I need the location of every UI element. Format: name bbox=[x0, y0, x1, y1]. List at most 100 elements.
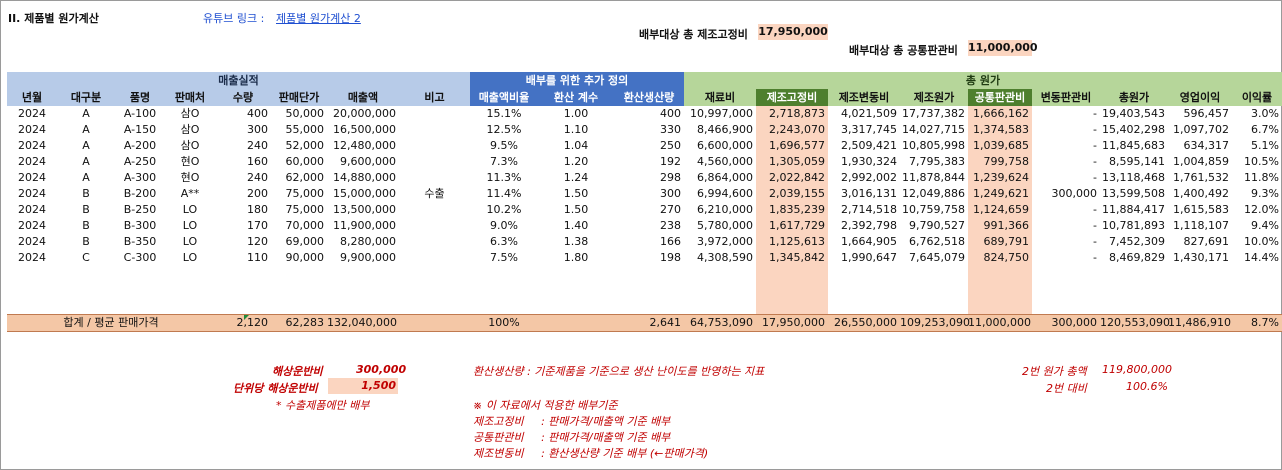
cell-variable-sga[interactable]: - bbox=[1093, 139, 1097, 152]
cell-mfg-variable[interactable]: 3,317,745 bbox=[841, 123, 897, 136]
cell-material[interactable]: 8,466,900 bbox=[697, 123, 753, 136]
cell-total-cost[interactable]: 7,452,309 bbox=[1109, 235, 1165, 248]
cell-margin[interactable]: 12.0% bbox=[1244, 203, 1279, 216]
cell-operating-profit[interactable]: 634,317 bbox=[1183, 139, 1230, 152]
cell-common-sga[interactable]: 1,374,583 bbox=[973, 123, 1029, 136]
cell-unit-price[interactable]: 75,000 bbox=[285, 187, 325, 200]
cell-seller[interactable]: 현O bbox=[180, 155, 200, 168]
col-header-mfg-fixed[interactable]: 제조고정비 bbox=[756, 89, 828, 106]
cell-margin[interactable]: 10.5% bbox=[1244, 155, 1279, 168]
cell-category[interactable]: B bbox=[82, 219, 90, 232]
cell-unit-price[interactable]: 90,000 bbox=[285, 251, 325, 264]
cell-note[interactable] bbox=[399, 106, 470, 121]
cell-conv-factor[interactable]: 1.38 bbox=[563, 235, 589, 248]
cell-mfg-fixed[interactable]: 2,718,873 bbox=[769, 107, 825, 120]
cell-mfg-cost[interactable]: 17,737,382 bbox=[902, 107, 965, 120]
cell-total-cost[interactable]: 15,402,298 bbox=[1102, 123, 1165, 136]
cell-mfg-variable[interactable]: 2,992,002 bbox=[841, 171, 897, 184]
cell-material[interactable]: 4,308,590 bbox=[697, 251, 753, 264]
cell-ym[interactable]: 2024 bbox=[18, 139, 46, 152]
cell-mfg-fixed[interactable]: 2,243,070 bbox=[769, 123, 825, 136]
cell-qty[interactable]: 180 bbox=[247, 203, 268, 216]
cell-common-sga[interactable]: 1,249,621 bbox=[973, 187, 1029, 200]
cell-conv-output[interactable]: 300 bbox=[660, 187, 681, 200]
cell-category[interactable]: C bbox=[82, 251, 90, 264]
cell-total-cost[interactable]: 8,469,829 bbox=[1109, 251, 1165, 264]
col-header-operating-profit[interactable]: 영업이익 bbox=[1168, 89, 1232, 106]
cell-common-sga[interactable]: 824,750 bbox=[983, 251, 1030, 264]
total-sales[interactable]: 132,040,000 bbox=[327, 316, 397, 329]
col-header-margin[interactable]: 이익률 bbox=[1232, 89, 1282, 106]
cell-operating-profit[interactable]: 827,691 bbox=[1183, 235, 1230, 248]
cell-conv-factor[interactable]: 1.20 bbox=[563, 155, 589, 168]
cell-note[interactable] bbox=[399, 202, 470, 217]
col-header-mfg-cost[interactable]: 제조원가 bbox=[900, 89, 968, 106]
cell-qty[interactable]: 240 bbox=[247, 171, 268, 184]
cell-item[interactable]: B-250 bbox=[123, 203, 157, 216]
cell-common-sga[interactable]: 1,666,162 bbox=[973, 107, 1029, 120]
cell-sales-ratio[interactable]: 11.3% bbox=[486, 171, 522, 184]
cell-mfg-fixed[interactable]: 1,696,577 bbox=[769, 139, 825, 152]
cell-conv-output[interactable]: 192 bbox=[660, 155, 681, 168]
cell-mfg-fixed[interactable]: 2,039,155 bbox=[769, 187, 825, 200]
cell-conv-output[interactable]: 270 bbox=[660, 203, 681, 216]
total-variable-sga[interactable]: 300,000 bbox=[1051, 316, 1098, 329]
cell-variable-sga[interactable]: - bbox=[1093, 107, 1097, 120]
cell-sales[interactable]: 16,500,000 bbox=[333, 123, 396, 136]
cell-sales[interactable]: 8,280,000 bbox=[340, 235, 396, 248]
cell-sales-ratio[interactable]: 6.3% bbox=[490, 235, 518, 248]
cell-conv-output[interactable]: 298 bbox=[660, 171, 681, 184]
cell-material[interactable]: 6,600,000 bbox=[697, 139, 753, 152]
cell-item[interactable]: A-100 bbox=[123, 107, 157, 120]
cell-item[interactable]: A-200 bbox=[123, 139, 157, 152]
cell-mfg-cost[interactable]: 7,645,079 bbox=[909, 251, 965, 264]
cell-variable-sga[interactable]: - bbox=[1093, 203, 1097, 216]
cell-conv-output[interactable]: 250 bbox=[660, 139, 681, 152]
cell-conv-factor[interactable]: 1.40 bbox=[563, 219, 589, 232]
total-mfg-cost[interactable]: 109,253,090 bbox=[900, 316, 970, 329]
cell-mfg-fixed[interactable]: 1,835,239 bbox=[769, 203, 825, 216]
cell-total-cost[interactable]: 11,884,417 bbox=[1102, 203, 1165, 216]
cell-note[interactable] bbox=[399, 218, 470, 233]
col-header-sales-ratio[interactable]: 매출액비율 bbox=[470, 89, 538, 106]
cell-total-cost[interactable]: 13,599,508 bbox=[1102, 187, 1165, 200]
cell-variable-sga[interactable]: - bbox=[1093, 219, 1097, 232]
cell-common-sga[interactable]: 1,239,624 bbox=[973, 171, 1029, 184]
cell-category[interactable]: A bbox=[82, 171, 90, 184]
cell-seller[interactable]: 삼O bbox=[180, 123, 200, 136]
cell-margin[interactable]: 11.8% bbox=[1244, 171, 1279, 184]
cell-material[interactable]: 6,210,000 bbox=[697, 203, 753, 216]
cell-conv-factor[interactable]: 1.50 bbox=[563, 203, 589, 216]
cell-qty[interactable]: 400 bbox=[247, 107, 268, 120]
cell-seller[interactable]: 삼O bbox=[180, 107, 200, 120]
cell-unit-price[interactable]: 75,000 bbox=[285, 203, 325, 216]
cell-sales-ratio[interactable]: 15.1% bbox=[486, 107, 522, 120]
cell-operating-profit[interactable]: 1,400,492 bbox=[1173, 187, 1229, 200]
cell-sales-ratio[interactable]: 7.5% bbox=[490, 251, 518, 264]
col-header-common-sga[interactable]: 공통판관비 bbox=[968, 89, 1032, 106]
cell-variable-sga[interactable]: - bbox=[1093, 171, 1097, 184]
cell-conv-output[interactable]: 330 bbox=[660, 123, 681, 136]
cell-operating-profit[interactable]: 1,118,107 bbox=[1173, 219, 1229, 232]
cell-item[interactable]: A-300 bbox=[123, 171, 157, 184]
cell-margin[interactable]: 9.4% bbox=[1251, 219, 1279, 232]
cell-material[interactable]: 3,972,000 bbox=[697, 235, 753, 248]
cell-mfg-cost[interactable]: 10,759,758 bbox=[902, 203, 965, 216]
cell-variable-sga[interactable]: - bbox=[1093, 251, 1097, 264]
cell-category[interactable]: A bbox=[82, 123, 90, 136]
cell-margin[interactable]: 9.3% bbox=[1251, 187, 1279, 200]
total-mfg-fixed[interactable]: 17,950,000 bbox=[762, 316, 825, 329]
cell-qty[interactable]: 240 bbox=[247, 139, 268, 152]
cell-note[interactable] bbox=[399, 138, 470, 153]
col-header-qty[interactable]: 수량 bbox=[215, 89, 271, 106]
col-header-ym[interactable]: 년월 bbox=[7, 89, 57, 106]
cell-total-cost[interactable]: 8,595,141 bbox=[1109, 155, 1165, 168]
cell-mfg-cost[interactable]: 7,795,383 bbox=[909, 155, 965, 168]
cell-total-cost[interactable]: 10,781,893 bbox=[1102, 219, 1165, 232]
cell-unit-price[interactable]: 55,000 bbox=[285, 123, 325, 136]
cell-item[interactable]: A-150 bbox=[123, 123, 157, 136]
cell-conv-factor[interactable]: 1.50 bbox=[563, 187, 589, 200]
cell-note[interactable] bbox=[399, 234, 470, 249]
shipping-value[interactable]: 300,000 bbox=[356, 363, 407, 376]
col-header-sales[interactable]: 매출액 bbox=[327, 89, 399, 106]
